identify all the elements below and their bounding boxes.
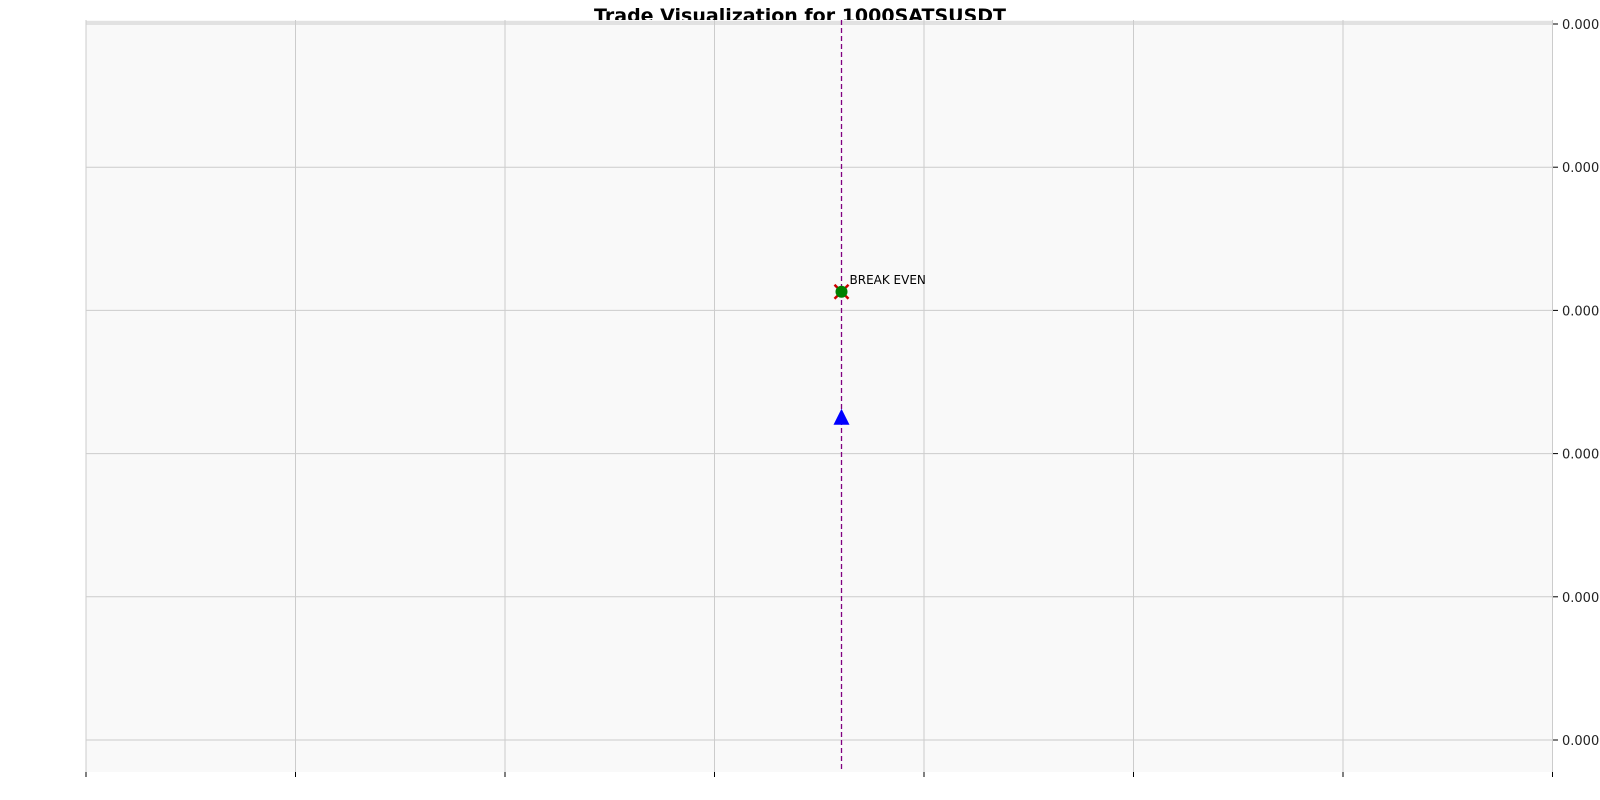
data-marks: BREAK EVEN	[833, 20, 926, 772]
annotation-break-even: BREAK EVEN	[850, 273, 926, 287]
y-tick-label: 0.000	[1562, 591, 1599, 606]
y-tick-label: 0.000	[1562, 18, 1599, 33]
exit-circle-marker	[835, 285, 848, 298]
entry-marker	[833, 408, 850, 425]
plot-area	[86, 20, 1553, 772]
y-tick-label: 0.000	[1562, 734, 1599, 749]
axes: 0.000 0.000 0.000 0.000 0.000 0.000	[85, 18, 1599, 777]
grid-lines	[85, 20, 1553, 772]
y-tick-label: 0.000	[1562, 448, 1599, 463]
y-tick-label: 0.000	[1562, 161, 1599, 176]
y-tick-label: 0.000	[1562, 304, 1599, 319]
